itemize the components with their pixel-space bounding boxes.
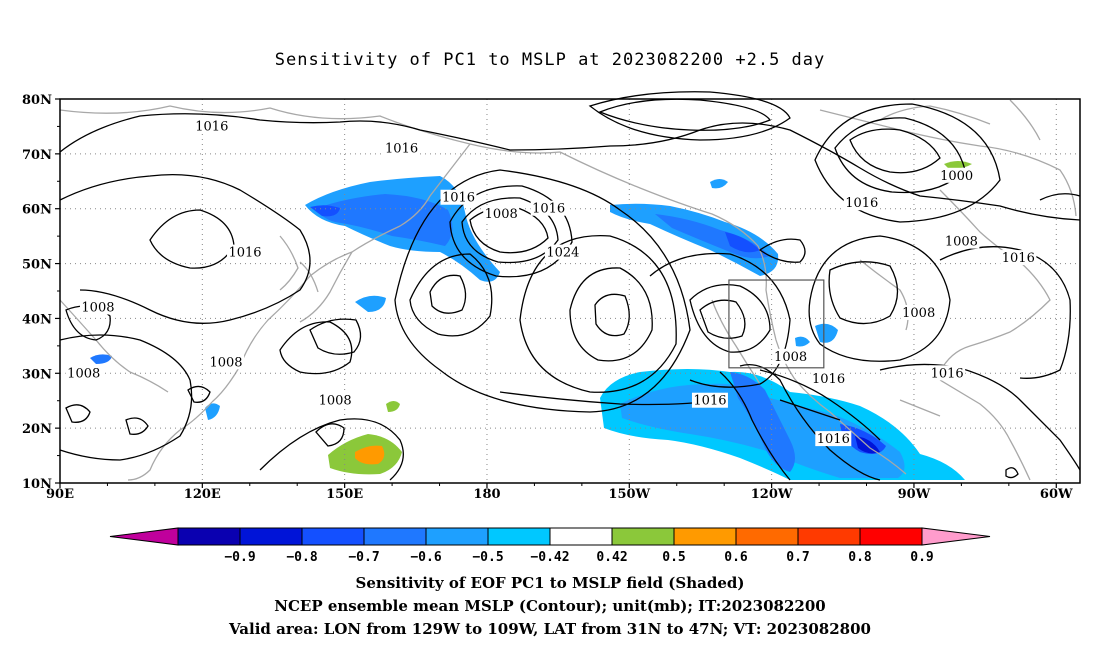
colorbar-label: −0.5 bbox=[472, 550, 503, 565]
lon-label: 120E bbox=[184, 487, 221, 502]
lon-label: 60W bbox=[1040, 487, 1073, 502]
valid-area-box bbox=[728, 279, 825, 369]
colorbar-high-triangle bbox=[921, 527, 991, 546]
caption-contour: NCEP ensemble mean MSLP (Contour); unit(… bbox=[274, 597, 826, 615]
latitude-axis: 80N 70N 60N 50N 40N 30N 20N 10N bbox=[22, 93, 60, 492]
lat-label: 70N bbox=[22, 148, 52, 163]
contour-label: 1016 bbox=[227, 244, 264, 261]
svg-text:1000: 1000 bbox=[940, 169, 973, 184]
svg-text:1016: 1016 bbox=[385, 141, 418, 156]
lon-label: 150W bbox=[608, 487, 650, 502]
svg-text:1008: 1008 bbox=[319, 394, 352, 409]
contour-label: 1016 bbox=[691, 392, 728, 409]
plot-background bbox=[60, 99, 1080, 483]
contour-label: 1016 bbox=[810, 370, 847, 387]
svg-text:1008: 1008 bbox=[774, 350, 807, 365]
lon-label: 90W bbox=[898, 487, 931, 502]
colorbar-label: 0.9 bbox=[910, 550, 933, 565]
colorbar-label: 0.5 bbox=[662, 550, 685, 565]
svg-text:1016: 1016 bbox=[693, 394, 726, 409]
contour-label: 1016 bbox=[440, 189, 477, 206]
coastlines bbox=[59, 99, 1077, 481]
contour-label: 1008 bbox=[900, 304, 937, 321]
colorbar-label: −0.8 bbox=[286, 550, 317, 565]
svg-text:1008: 1008 bbox=[81, 300, 114, 315]
colorbar-segment bbox=[177, 527, 241, 546]
colorbar-label: 0.7 bbox=[786, 550, 809, 565]
contour-label: 1008 bbox=[317, 392, 354, 409]
colorbar-segment bbox=[673, 527, 737, 546]
colorbar-label: −0.9 bbox=[224, 550, 255, 565]
svg-text:1008: 1008 bbox=[485, 207, 518, 222]
colorbar-segment bbox=[859, 527, 923, 546]
svg-text:1016: 1016 bbox=[931, 366, 964, 381]
contour-label: 1008 bbox=[79, 299, 116, 315]
colorbar-label: 0.6 bbox=[724, 550, 748, 565]
contour-label: 1008 bbox=[483, 206, 520, 222]
contour-label: 1008 bbox=[65, 365, 102, 381]
lat-label: 30N bbox=[22, 367, 52, 382]
svg-text:1016: 1016 bbox=[817, 432, 850, 447]
lon-label: 120W bbox=[751, 487, 793, 502]
colorbar-segment bbox=[301, 527, 365, 546]
lon-label: 180 bbox=[473, 487, 500, 502]
svg-text:1016: 1016 bbox=[1002, 251, 1035, 266]
colorbar-label: −0.7 bbox=[348, 550, 379, 565]
colorbar-segment bbox=[425, 527, 489, 546]
lat-label: 50N bbox=[22, 258, 52, 273]
contour-label: 1016 bbox=[1000, 250, 1037, 266]
contour-label: 1016 bbox=[530, 200, 567, 217]
longitude-axis: 90E 120E 150E 180 150W 120W 90W 60W bbox=[46, 483, 1073, 502]
contour-labels: 1016 1016 1016 1008 1016 1024 1016 1000 1008 1016… bbox=[65, 118, 1037, 447]
colorbar-label: −0.6 bbox=[410, 550, 441, 565]
colorbar-segment bbox=[549, 527, 613, 546]
contour-label: 1000 bbox=[938, 167, 975, 184]
contour-label: 1016 bbox=[815, 431, 852, 447]
colorbar: −0.9 −0.8 −0.7 −0.6 −0.5 −0.42 0.42 0.5 0.6 0.7 0.… bbox=[109, 527, 991, 565]
colorbar-segment bbox=[363, 527, 427, 546]
lon-label: 90E bbox=[46, 487, 74, 502]
colorbar-segment bbox=[735, 527, 799, 546]
svg-text:1016: 1016 bbox=[845, 196, 878, 211]
caption-valid-area: Valid area: LON from 129W to 109W, LAT f… bbox=[229, 620, 871, 638]
figure-title: Sensitivity of PC1 to MSLP at 2023082200… bbox=[274, 50, 826, 70]
svg-text:1008: 1008 bbox=[209, 355, 242, 370]
colorbar-segment bbox=[611, 527, 675, 546]
contour-label: 1008 bbox=[943, 233, 980, 250]
svg-text:1008: 1008 bbox=[945, 235, 978, 250]
colorbar-segment bbox=[239, 527, 303, 546]
lat-label: 80N bbox=[22, 93, 52, 108]
svg-text:1016: 1016 bbox=[442, 191, 475, 206]
svg-text:1008: 1008 bbox=[67, 366, 100, 381]
lat-label: 10N bbox=[22, 477, 52, 492]
svg-text:1008: 1008 bbox=[902, 306, 935, 321]
svg-text:1016: 1016 bbox=[812, 372, 845, 387]
lon-label: 150E bbox=[326, 487, 363, 502]
contour-label: 1016 bbox=[193, 118, 230, 134]
colorbar-low-triangle bbox=[109, 527, 179, 546]
contour-label: 1008 bbox=[208, 354, 245, 370]
caption-shaded: Sensitivity of EOF PC1 to MSLP field (Sh… bbox=[355, 574, 745, 592]
lat-label: 60N bbox=[22, 203, 52, 218]
svg-text:1024: 1024 bbox=[546, 246, 579, 261]
svg-text:1016: 1016 bbox=[195, 119, 228, 134]
colorbar-segment bbox=[487, 527, 551, 546]
lat-label: 40N bbox=[22, 312, 52, 327]
contour-label: 1016 bbox=[929, 365, 966, 381]
svg-text:1016: 1016 bbox=[532, 202, 565, 217]
colorbar-label: 0.8 bbox=[848, 550, 872, 565]
colorbar-label: 0.42 bbox=[596, 550, 627, 565]
contour-label: 1008 bbox=[772, 348, 809, 365]
contour-label: 1024 bbox=[544, 244, 581, 261]
contour-label: 1016 bbox=[843, 195, 880, 211]
colorbar-segment bbox=[797, 527, 861, 546]
lat-label: 20N bbox=[22, 422, 52, 437]
contour-label: 1016 bbox=[383, 140, 420, 156]
colorbar-label: −0.42 bbox=[530, 550, 569, 565]
svg-text:1016: 1016 bbox=[228, 246, 261, 261]
